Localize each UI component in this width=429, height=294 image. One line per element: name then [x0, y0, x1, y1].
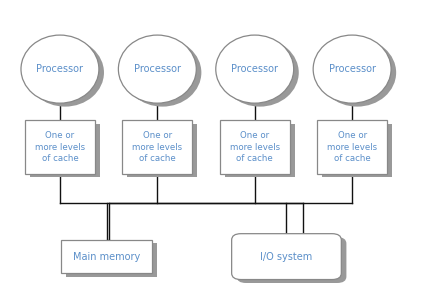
Bar [317, 120, 387, 174]
Text: Processor: Processor [134, 64, 181, 74]
Ellipse shape [118, 35, 196, 103]
Text: One or
more levels
of cache: One or more levels of cache [230, 131, 280, 163]
Text: Main memory: Main memory [73, 252, 140, 262]
Ellipse shape [221, 39, 299, 107]
Text: Processor: Processor [36, 64, 84, 74]
Bar [220, 120, 290, 174]
Text: Processor: Processor [231, 64, 278, 74]
Bar [30, 124, 100, 177]
Ellipse shape [21, 35, 99, 103]
Bar [61, 240, 152, 273]
Text: One or
more levels
of cache: One or more levels of cache [132, 131, 182, 163]
Bar [127, 124, 197, 177]
Ellipse shape [318, 39, 396, 107]
FancyBboxPatch shape [232, 234, 341, 280]
Bar [25, 120, 95, 174]
Text: I/O system: I/O system [260, 252, 313, 262]
Ellipse shape [313, 35, 391, 103]
Ellipse shape [124, 39, 201, 107]
Text: One or
more levels
of cache: One or more levels of cache [35, 131, 85, 163]
Ellipse shape [26, 39, 104, 107]
Bar [122, 120, 192, 174]
Text: One or
more levels
of cache: One or more levels of cache [327, 131, 377, 163]
Text: Processor: Processor [329, 64, 376, 74]
Bar [225, 124, 295, 177]
FancyBboxPatch shape [237, 237, 346, 283]
Bar [322, 124, 392, 177]
Bar [66, 243, 157, 277]
Ellipse shape [216, 35, 294, 103]
